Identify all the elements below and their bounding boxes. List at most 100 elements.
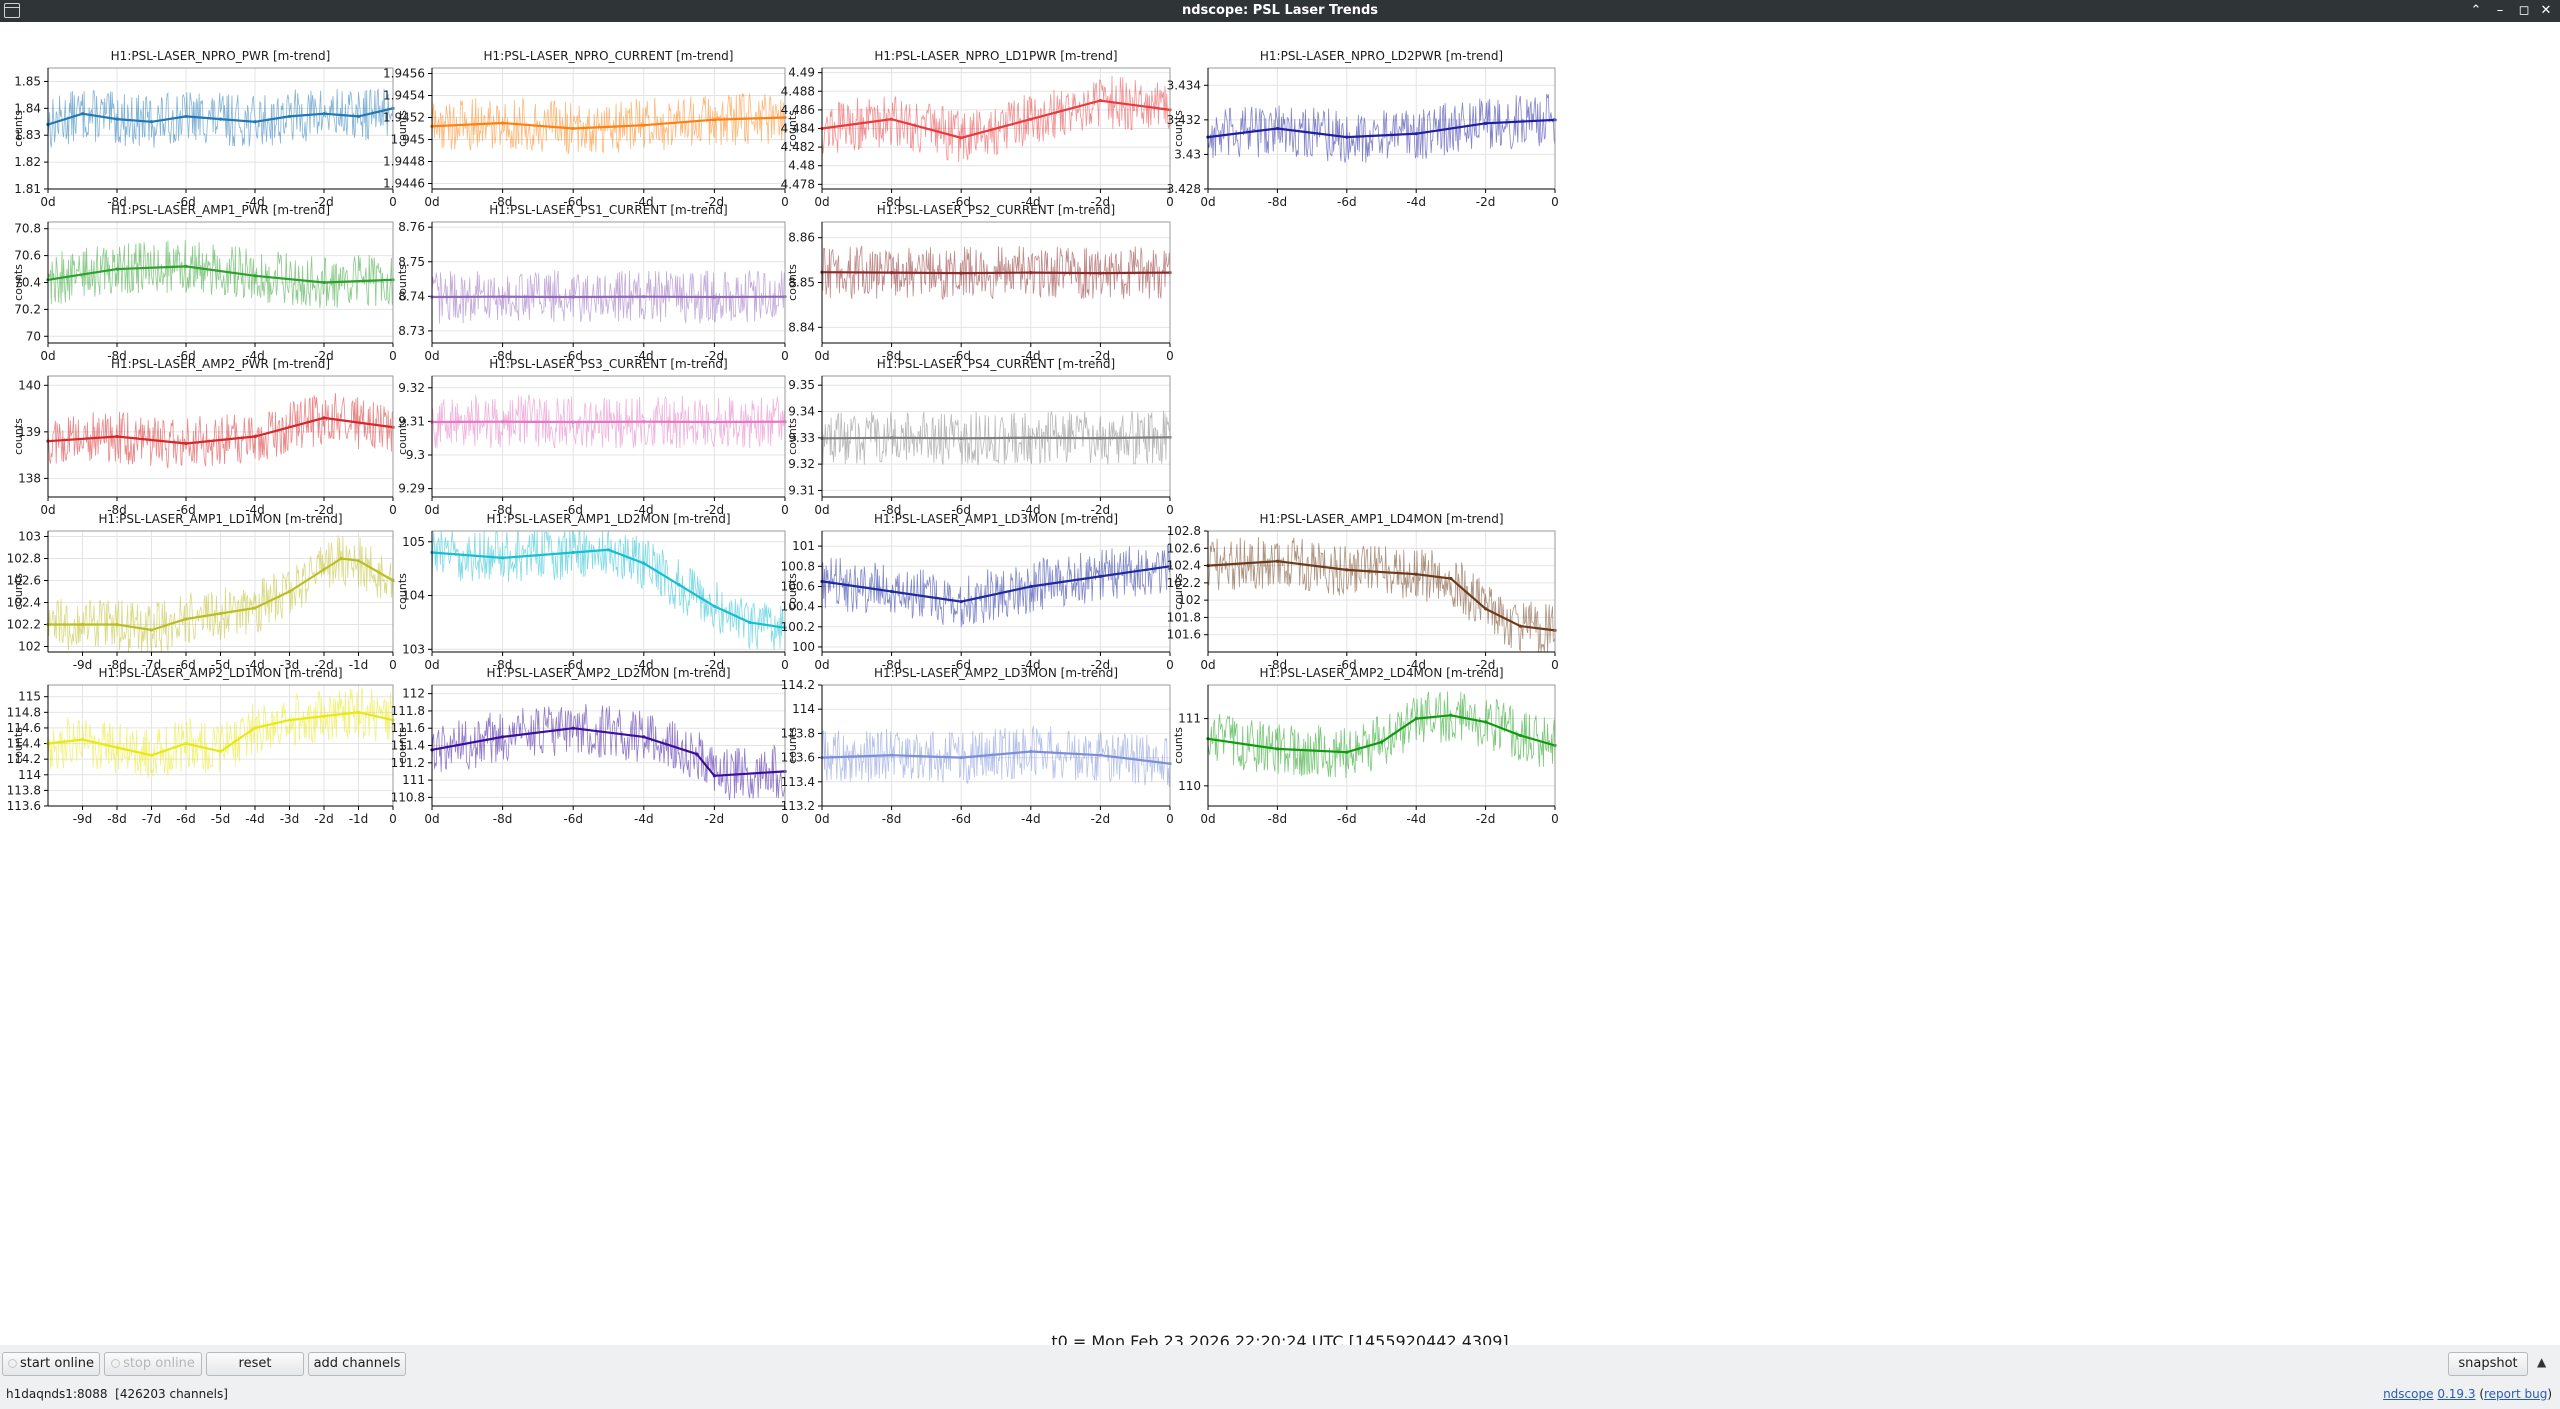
- y-axis-label: counts: [396, 264, 409, 301]
- plot-16[interactable]: H1:PSL-LASER_AMP2_LD2MON [m-trend] counts…: [391, 666, 789, 826]
- y-tick-label: 4.484: [781, 122, 815, 136]
- y-tick-label: 9.31: [398, 414, 425, 428]
- data-point: [571, 126, 575, 131]
- plot-9[interactable]: H1:PSL-LASER_PS3_CURRENT [m-trend] counts…: [396, 357, 789, 517]
- y-tick-label: 104: [402, 589, 425, 603]
- app-window-icon[interactable]: [4, 3, 20, 18]
- trend-band: [47, 240, 394, 308]
- x-tick-label: -2d: [1091, 195, 1111, 209]
- x-tick-label: -8d: [107, 349, 127, 363]
- x-tick-label: -2d: [314, 503, 334, 517]
- plot-3[interactable]: H1:PSL-LASER_NPRO_LD1PWR [m-trend] counts…: [781, 49, 1174, 209]
- y-tick-label: 1.84: [14, 101, 41, 115]
- ndscope-link[interactable]: ndscope: [2383, 1387, 2434, 1401]
- plot-title: H1:PSL-LASER_NPRO_LD2PWR [m-trend]: [1260, 49, 1503, 63]
- plot-11[interactable]: H1:PSL-LASER_AMP1_LD1MON [m-trend] counts…: [7, 512, 397, 672]
- x-tick-label: 0d: [424, 658, 439, 672]
- plot-7[interactable]: H1:PSL-LASER_PS2_CURRENT [m-trend] counts…: [786, 203, 1174, 363]
- x-tick-label: -6d: [951, 658, 971, 672]
- y-axis-label: counts: [396, 418, 409, 455]
- data-point: [1098, 271, 1102, 275]
- data-point: [959, 756, 963, 760]
- report-bug-link[interactable]: report bug: [2484, 1387, 2548, 1401]
- trend-mean-line: [1207, 560, 1556, 632]
- data-point: [1029, 117, 1033, 121]
- stop-online-button[interactable]: stop online: [104, 1352, 202, 1376]
- y-tick-label: 1.83: [14, 128, 41, 142]
- y-tick-label: 114: [792, 702, 815, 716]
- y-tick-label: 105: [402, 535, 425, 549]
- plot-2[interactable]: H1:PSL-LASER_NPRO_CURRENT [m-trend] count…: [383, 49, 789, 209]
- y-tick-label: 8.76: [398, 220, 425, 234]
- x-tick-label: -2d: [1476, 812, 1496, 826]
- x-tick-label: -2d: [705, 503, 725, 517]
- x-tick-label: -6d: [563, 812, 583, 826]
- y-axis-label: counts: [786, 418, 799, 455]
- trend-band: [431, 270, 786, 324]
- plot-5[interactable]: H1:PSL-LASER_AMP1_PWR [m-trend] counts 0d -…: [12, 203, 397, 363]
- plot-1[interactable]: H1:PSL-LASER_NPRO_PWR [m-trend] counts 0d -…: [12, 49, 397, 209]
- data-point: [501, 556, 505, 560]
- data-point: [642, 735, 646, 739]
- x-tick-label: -8d: [107, 658, 127, 672]
- collapse-arrow-icon[interactable]: ▲: [2537, 1355, 2547, 1369]
- data-point: [1345, 750, 1349, 754]
- restore-icon[interactable]: –: [2496, 3, 2504, 18]
- plot-title: H1:PSL-LASER_AMP2_PWR [m-trend]: [111, 357, 330, 371]
- minimize-icon[interactable]: ⌃: [2470, 3, 2482, 18]
- maximize-icon[interactable]: ◻: [2518, 3, 2530, 18]
- x-tick-label: -2d: [705, 349, 725, 363]
- reset-button[interactable]: reset: [206, 1352, 304, 1376]
- plot-6[interactable]: H1:PSL-LASER_PS1_CURRENT [m-trend] counts…: [396, 203, 789, 363]
- plots-canvas[interactable]: H1:PSL-LASER_NPRO_PWR [m-trend] counts 0d -…: [0, 22, 2560, 1322]
- y-tick-label: 4.478: [781, 177, 815, 191]
- plot-8[interactable]: H1:PSL-LASER_AMP2_PWR [m-trend] counts 0d -…: [12, 357, 397, 517]
- data-point: [1029, 436, 1033, 440]
- plot-18[interactable]: H1:PSL-LASER_AMP2_LD4MON [m-trend] counts…: [1172, 666, 1559, 826]
- x-tick-label: 0d: [40, 349, 55, 363]
- x-tick-label: -6d: [1337, 812, 1357, 826]
- y-tick-label: 112: [402, 687, 425, 701]
- plot-10[interactable]: H1:PSL-LASER_PS4_CURRENT [m-trend] counts…: [786, 357, 1174, 517]
- x-tick-label: -2d: [1476, 195, 1496, 209]
- add-channels-button[interactable]: add channels: [308, 1352, 406, 1376]
- version-link[interactable]: 0.19.3: [2437, 1387, 2476, 1401]
- data-point: [571, 420, 575, 424]
- y-tick-label: 114.6: [7, 721, 41, 735]
- plot-13[interactable]: H1:PSL-LASER_AMP1_LD3MON [m-trend] counts…: [781, 512, 1174, 672]
- data-point: [218, 117, 223, 121]
- y-tick-label: 140: [18, 378, 41, 392]
- y-tick-label: 114.8: [7, 705, 41, 719]
- plot-15[interactable]: H1:PSL-LASER_AMP2_LD1MON [m-trend] counts…: [7, 666, 397, 826]
- y-tick-label: 8.74: [398, 289, 425, 303]
- y-tick-label: 3.434: [1167, 78, 1201, 92]
- data-point: [1345, 135, 1349, 139]
- x-tick-label: 0: [1551, 812, 1559, 826]
- data-point: [1275, 747, 1279, 751]
- start-online-button[interactable]: start online: [2, 1352, 100, 1376]
- data-point: [890, 117, 894, 121]
- x-tick-label: -2d: [1091, 349, 1111, 363]
- y-tick-label: 8.85: [788, 276, 815, 290]
- x-tick-label: -6d: [951, 812, 971, 826]
- y-axis-label: counts: [1172, 727, 1185, 764]
- y-tick-label: 111: [1178, 712, 1201, 726]
- x-tick-label: -8d: [1268, 195, 1288, 209]
- close-icon[interactable]: ✕: [2540, 3, 2552, 18]
- x-tick-label: -9d: [73, 658, 93, 672]
- y-tick-label: 113.6: [7, 799, 41, 813]
- data-point: [356, 114, 361, 118]
- plot-12[interactable]: H1:PSL-LASER_AMP1_LD2MON [m-trend] counts…: [396, 512, 789, 672]
- plot-14[interactable]: H1:PSL-LASER_AMP1_LD4MON [m-trend] counts…: [1167, 512, 1559, 672]
- plot-17[interactable]: H1:PSL-LASER_AMP2_LD3MON [m-trend] counts…: [781, 666, 1174, 826]
- snapshot-button[interactable]: snapshot: [2448, 1352, 2528, 1376]
- x-tick-label: 0d: [1200, 195, 1215, 209]
- x-tick-label: -4d: [245, 503, 265, 517]
- y-tick-label: 101: [792, 539, 815, 553]
- plot-4[interactable]: H1:PSL-LASER_NPRO_LD2PWR [m-trend] counts…: [1167, 49, 1559, 209]
- trend-band: [821, 543, 1171, 628]
- x-tick-label: -2d: [705, 658, 725, 672]
- window-titlebar: ndscope: PSL Laser Trends ⌃ – ◻ ✕: [0, 0, 2560, 22]
- data-point: [571, 726, 575, 730]
- nds-server: h1daqnds1:8088: [6, 1387, 108, 1401]
